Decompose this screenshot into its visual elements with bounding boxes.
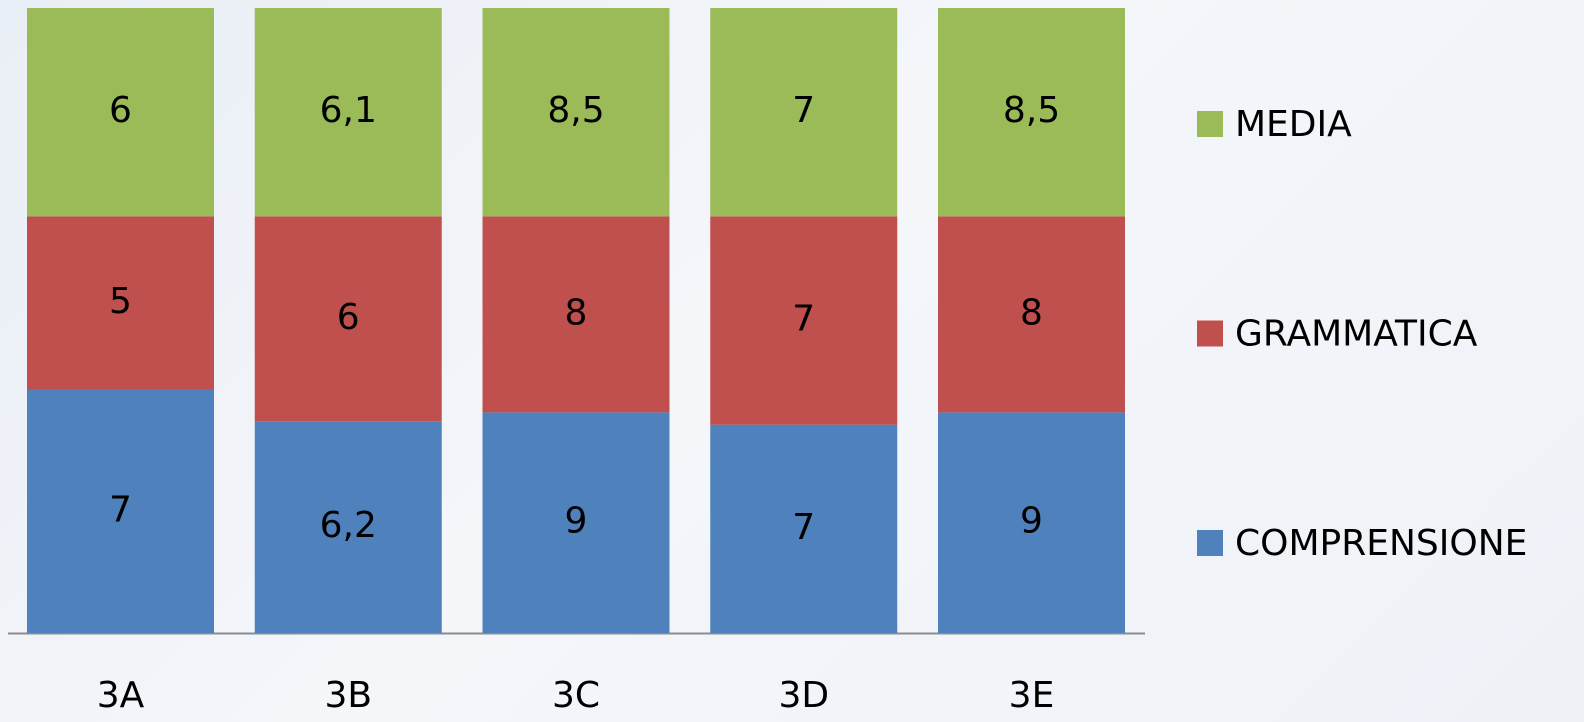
- data-label: 9: [565, 501, 588, 542]
- legend-label: MEDIA: [1235, 104, 1352, 145]
- bar-segment: [27, 389, 214, 633]
- legend-swatch: [1197, 320, 1223, 347]
- bar-segment: [710, 424, 898, 633]
- bar-segment: [27, 216, 214, 390]
- x-tick-label: 3C: [552, 675, 600, 716]
- bar-segment: [482, 412, 670, 633]
- data-label: 7: [792, 507, 815, 548]
- data-label: 6,1: [320, 90, 377, 131]
- data-label: 7: [792, 299, 815, 340]
- x-tick-label: 3E: [1009, 675, 1055, 716]
- legend-swatch: [1197, 530, 1223, 556]
- x-tick-label: 3A: [97, 675, 145, 716]
- data-label: 7: [792, 90, 815, 131]
- bar-segment: [710, 216, 898, 425]
- data-label: 8,5: [1003, 90, 1060, 131]
- x-tick-label: 3D: [778, 675, 829, 716]
- data-label: 8: [565, 292, 588, 333]
- data-label: 6,2: [320, 505, 377, 546]
- bar-segment: [938, 8, 1125, 217]
- data-label: 9: [1020, 501, 1043, 542]
- data-label: 8,5: [547, 90, 604, 131]
- data-label: 6: [109, 90, 132, 131]
- bar-segment: [27, 8, 214, 217]
- legend-swatch: [1197, 111, 1223, 137]
- bar-segment: [938, 412, 1125, 633]
- data-label: 8: [1020, 292, 1043, 333]
- data-label: 5: [109, 281, 132, 322]
- data-label: 6: [337, 297, 360, 338]
- bar-segment: [938, 216, 1125, 413]
- bar-segment: [254, 216, 442, 422]
- legend-label: GRAMMATICA: [1235, 314, 1478, 355]
- x-tick-label: 3B: [324, 675, 372, 716]
- data-label: 7: [109, 489, 132, 530]
- bar-segment: [482, 8, 670, 217]
- bar-segment: [254, 421, 442, 633]
- legend-label: COMPRENSIONE: [1235, 523, 1527, 564]
- bar-segment: [710, 8, 898, 217]
- bar-segment: [254, 8, 442, 217]
- bar-segment: [482, 216, 670, 413]
